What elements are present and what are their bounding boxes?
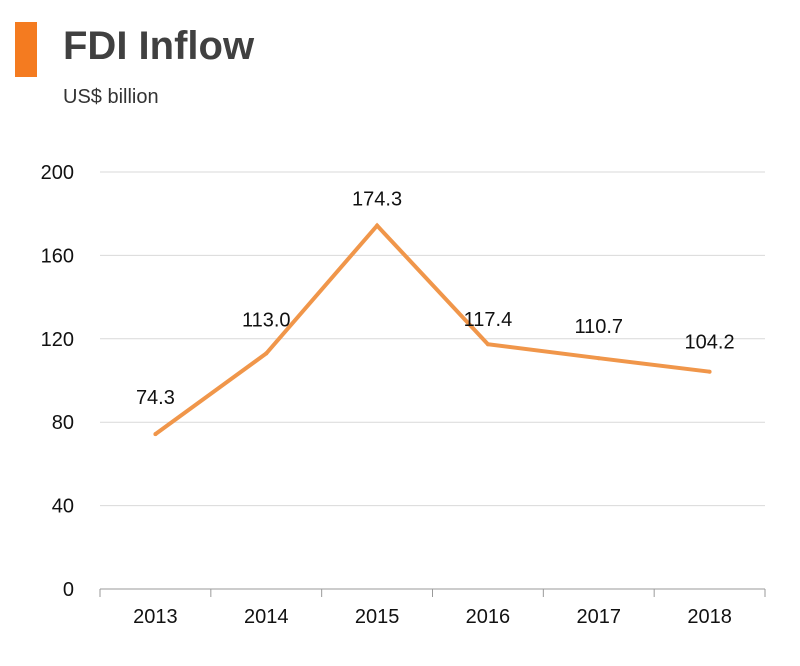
data-point [153, 432, 158, 437]
data-label: 113.0 [242, 309, 291, 331]
data-point [485, 342, 490, 347]
x-tick-label: 2016 [466, 606, 511, 628]
y-tick-label: 0 [63, 579, 74, 601]
chart-title: FDI Inflow [63, 24, 255, 68]
data-label: 74.3 [136, 387, 175, 409]
y-tick-label: 160 [41, 245, 74, 267]
data-point [707, 369, 712, 374]
data-label: 104.2 [685, 332, 735, 354]
y-tick-label: 40 [52, 496, 74, 518]
x-tick-label: 2017 [577, 606, 622, 628]
x-tick-label: 2013 [133, 606, 178, 628]
x-tick-label: 2018 [687, 606, 732, 628]
data-label: 110.7 [574, 316, 623, 338]
x-tick-label: 2015 [355, 606, 400, 628]
y-tick-label: 80 [52, 412, 74, 434]
data-point [264, 351, 269, 356]
title-accent-bar [15, 22, 37, 77]
data-label: 117.4 [464, 309, 513, 331]
y-tick-label: 120 [41, 329, 74, 351]
data-label: 174.3 [352, 189, 402, 211]
y-tick-label: 200 [41, 162, 74, 184]
data-point [596, 356, 601, 361]
data-point [375, 223, 380, 228]
series-line [154, 222, 710, 436]
chart-subtitle: US$ billion [63, 86, 159, 108]
x-tick-label: 2014 [244, 606, 289, 628]
